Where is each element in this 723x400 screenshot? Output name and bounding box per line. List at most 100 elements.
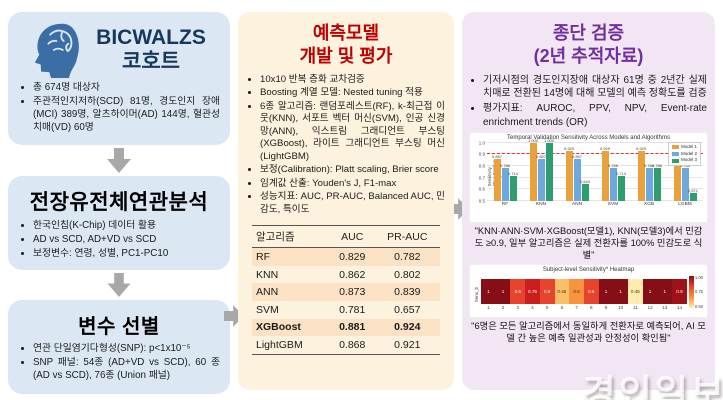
bar-group: 0.929 0.857 0.643 (559, 143, 595, 201)
x-axis-tick: RF (501, 201, 509, 207)
sensitivity-heatmap: Subject-level Sensitivity* Heatmap Sens_… (470, 264, 707, 317)
legend-label: Model 1 (680, 143, 697, 149)
heatmap-cell: 0.6 (539, 279, 555, 305)
heatmap-x-tick: 12 (647, 305, 653, 311)
colorbar-gradient (688, 275, 694, 308)
heatmap-colorbar: 1.00 0.75 0.50 (688, 275, 703, 315)
table-row: ANN 0.873 0.839 (252, 283, 440, 301)
algorithm-cell: ANN (256, 286, 279, 299)
y-axis-tick: 0.7 (478, 175, 485, 181)
bullet-item: 연관 단일염기다형성(SNP): p<1x10⁻⁵ (33, 343, 220, 356)
bar-value-label: 0.929 (599, 145, 611, 151)
table-header: 알고리즘 AUC PR-AUC (252, 225, 440, 249)
legend-swatch (671, 151, 679, 156)
gridline (487, 176, 703, 178)
gwas-bullets: 한국인칩(K-Chip) 데이터 활용AD vs SCD, AD+VD vs S… (18, 220, 220, 261)
variable-selection-box: 변수 선별 연관 단일염기다형성(SNP): p<1x10⁻⁵SNP 패널: 5… (8, 299, 230, 394)
down-arrow-icon (107, 272, 131, 297)
bar-group: 0.929 0.786 0.786 (631, 143, 667, 201)
table-column-header: PR-AUC (374, 225, 440, 249)
cohort-title-line2: 코호트 (122, 50, 180, 73)
gwas-box: 전장유전체연관분석 한국인칩(K-Chip) 데이터 활용AD vs SCD, … (8, 176, 230, 270)
heatmap-cell: 1 (642, 279, 658, 305)
bar: 0.643 (580, 179, 590, 201)
bullet-item: 성능지표: AUC, PR-AUC, Balanced AUC, 민감도, 특이… (260, 191, 445, 216)
algorithm-performance-table: 알고리즘 AUC PR-AUC RF 0.829 0.782 KNN 0.862 0.802 A… (252, 225, 440, 355)
bar: 0.786 (500, 163, 510, 201)
heatmap-x-tick: 9 (604, 305, 608, 311)
bar-value-label: 0.786 (651, 162, 663, 168)
model-title-line1: 예측모델 (312, 23, 380, 43)
variable-selection-bullets: 연관 단일염기다형성(SNP): p<1x10⁻⁵SNP 패널: 54종 (AD… (18, 343, 220, 383)
heatmap-ylabel: Sens_b (474, 287, 479, 303)
bullet-item: 보정변수: 연령, 성별, PC1-PC10 (33, 248, 220, 261)
model-development-bullets: 10x10 반복 층화 교차검증Boosting 계열 모델: Nested t… (247, 74, 445, 216)
bullet-item: 한국인칩(K-Chip) 데이터 활용 (33, 220, 220, 233)
cohort-title: BICWALZS 코호트 (96, 26, 206, 74)
bar: 0.929 (600, 146, 610, 201)
heatmap-cell: 1 (613, 279, 629, 305)
legend-item: Model 2 (671, 151, 697, 158)
colorbar-ticks: 1.00 0.75 0.50 (695, 275, 703, 309)
colorbar-tick: 0.50 (694, 303, 703, 309)
legend-item: Model 3 (671, 157, 697, 164)
chart-legend: Model 1 Model 2 Model 3 (667, 141, 701, 166)
bullet-item: AD vs SCD, AD+VD vs SCD (33, 234, 220, 247)
x-axis-tick: LGBM (678, 201, 692, 207)
pr-auc-cell: 0.657 (394, 303, 421, 316)
bar: 1.000 (544, 138, 554, 201)
heatmap-caption: "6명은 모든 알고리즘에서 동일하게 전환자로 예측되어, AI 모델 간 높… (471, 320, 706, 344)
down-arrow-icon (107, 148, 131, 173)
table-row: SVM 0.781 0.657 (252, 301, 440, 319)
legend-item: Model 1 (671, 143, 697, 151)
bar-groups: 0.857 0.786 0.714 1.000 0.857 1.000 0.929 0.857… (487, 138, 703, 201)
validation-title-line2: (2년 추적자료) (533, 45, 644, 66)
y-axis-tick: 0.6 (478, 186, 485, 192)
bar-value-label: 0.714 (507, 170, 519, 176)
bar-value-label: 0.857 (571, 154, 583, 160)
bullet-item: 10x10 반복 층화 교차검증 (260, 74, 445, 86)
pr-auc-cell: 0.921 (374, 336, 440, 355)
table-column-header: AUC (329, 225, 375, 249)
bar: 1.000 (528, 138, 538, 201)
heatmap-x-tick: 6 (560, 305, 564, 311)
heatmap-cell: 0.9 (672, 279, 687, 305)
heatmap-cell: 0.5 (569, 279, 584, 305)
bullet-item: SNP 패널: 54종 (AD+VD vs SCD), 60 종 (AD vs … (33, 357, 220, 383)
heatmap-cell: 1 (598, 279, 614, 305)
y-axis-tick: 0.8 (478, 163, 485, 169)
y-axis-tick: 0.5 (478, 198, 485, 204)
pr-auc-cell: 0.839 (394, 286, 421, 299)
validation-bullets: 기저시점의 경도인지장애 대상자 61명 중 2년간 실제 치매로 전환된 14… (470, 74, 707, 129)
bar-value-label: 0.857 (535, 154, 547, 160)
heatmap-cell: 0.6 (510, 279, 526, 305)
temporal-bar-chart: Temporal Validation Sensitivity Across M… (470, 132, 707, 222)
bar: 0.857 (492, 154, 502, 201)
bullet-item: 보정(Calibration): Platt scaling, Brier sc… (260, 164, 445, 176)
heatmap-cell: 1 (657, 279, 673, 305)
heatmap-x-tick: 8 (589, 305, 593, 311)
bar-value-label: 0.786 (607, 162, 619, 168)
bar-value-label: 0.714 (615, 170, 627, 176)
x-axis-tick: SVM (607, 201, 619, 207)
heatmap-x-tick: 2 (501, 305, 505, 311)
bar: 0.857 (572, 154, 582, 201)
heatmap-x-tick: 1 (487, 305, 490, 311)
auc-cell: 0.868 (329, 336, 375, 355)
y-axis-tick: 1.0 (478, 140, 485, 146)
bar-chart-title: Temporal Validation Sensitivity Across M… (507, 134, 670, 141)
bar-chart-xlabels: RF KNN ANN SVM XGB LGBM (487, 202, 703, 207)
auc-cell: 0.781 (339, 303, 366, 316)
heatmap-xticks: 1 2 3 4 5 6 7 8 9 10 11 12 13 14 (481, 304, 687, 310)
algorithm-cell: XGBoost (256, 321, 301, 334)
reference-line (487, 153, 703, 155)
table-row: RF 0.829 0.782 (252, 247, 440, 266)
gridline (487, 188, 703, 190)
pr-auc-cell: 0.782 (394, 250, 421, 263)
algorithm-cell: KNN (256, 268, 279, 281)
colorbar-tick: 1.00 (694, 274, 703, 280)
heatmap-cell: 0.45 (554, 279, 570, 305)
heatmap-x-tick: 3 (516, 305, 520, 311)
